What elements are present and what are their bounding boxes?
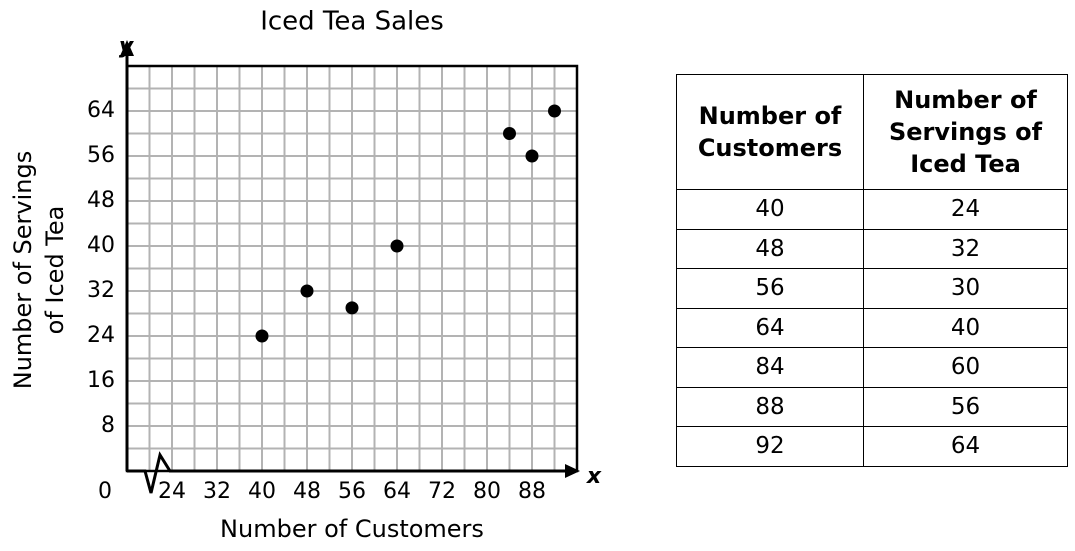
x-axis [127,451,570,494]
grid [127,66,577,471]
y-axis-label: Number of Servings [9,151,37,390]
y-tick-label: 8 [101,413,115,438]
table-cell: 84 [676,347,864,388]
x-tick-label: 0 [98,479,112,504]
table-cell: 24 [863,189,1068,230]
table-header: Number of Customers [676,74,864,190]
point [345,301,359,315]
table-cell: 56 [676,268,864,309]
table-row: 64 40 [676,307,1068,348]
table-cell: 40 [863,307,1068,348]
table-row: 84 60 [676,347,1068,388]
x-tick-label: 40 [248,479,276,504]
x-axis-name: x [586,464,602,489]
x-arrow [565,464,580,478]
x-axis-label: Number of Customers [220,515,484,543]
point [525,149,539,163]
y-arrow [120,40,134,56]
table-header: Number of Servings of Iced Tea [863,74,1068,190]
point [255,329,269,343]
y-tick-label: 32 [87,278,115,303]
table-cell: 92 [676,426,864,467]
y-tick-label: 48 [87,188,115,213]
header-text: Number of Servings of Iced Tea [888,86,1043,178]
x-tick-label: 48 [293,479,321,504]
table-cell: 64 [863,426,1068,467]
table-row: 48 32 [676,228,1068,269]
x-tick-label: 64 [383,479,411,504]
x-tick-label: 80 [473,479,501,504]
table-cell: 32 [863,228,1068,269]
header-text: Number of Customers [697,102,843,162]
y-tick-label: 40 [87,233,115,258]
y-axis-label: of Iced Tea [41,206,69,335]
table-cell: 64 [676,307,864,348]
point [548,104,561,118]
point [390,239,404,253]
table-row: 56 30 [676,268,1068,309]
x-tick-label: 24 [158,479,186,504]
x-tick-label: 56 [338,479,366,504]
table-cell: 48 [676,228,864,269]
table-cell: 40 [676,189,864,230]
y-tick-label: 24 [87,323,115,348]
x-tick-label: 32 [203,479,231,504]
table-row: 40 24 [676,189,1068,230]
x-tick-label: 72 [428,479,456,504]
point [503,127,516,140]
table-cell: 88 [676,386,864,427]
y-tick-label: 56 [87,143,115,168]
y-tick-label: 16 [87,368,115,393]
table-cell: 60 [863,347,1068,388]
x-tick-label: 88 [518,479,546,504]
y-tick-label: 64 [87,98,115,123]
table-row: 92 64 [676,426,1068,467]
chart-title: Iced Tea Sales [260,7,444,37]
point [300,284,314,298]
table-row: 88 56 [676,386,1068,427]
table-cell: 30 [863,268,1068,309]
chart: Iced Tea Sales Number of Customers Numbe… [9,7,602,544]
table-cell: 56 [863,386,1068,427]
data-table: Number of Customers Number of Servings o… [676,74,1068,467]
